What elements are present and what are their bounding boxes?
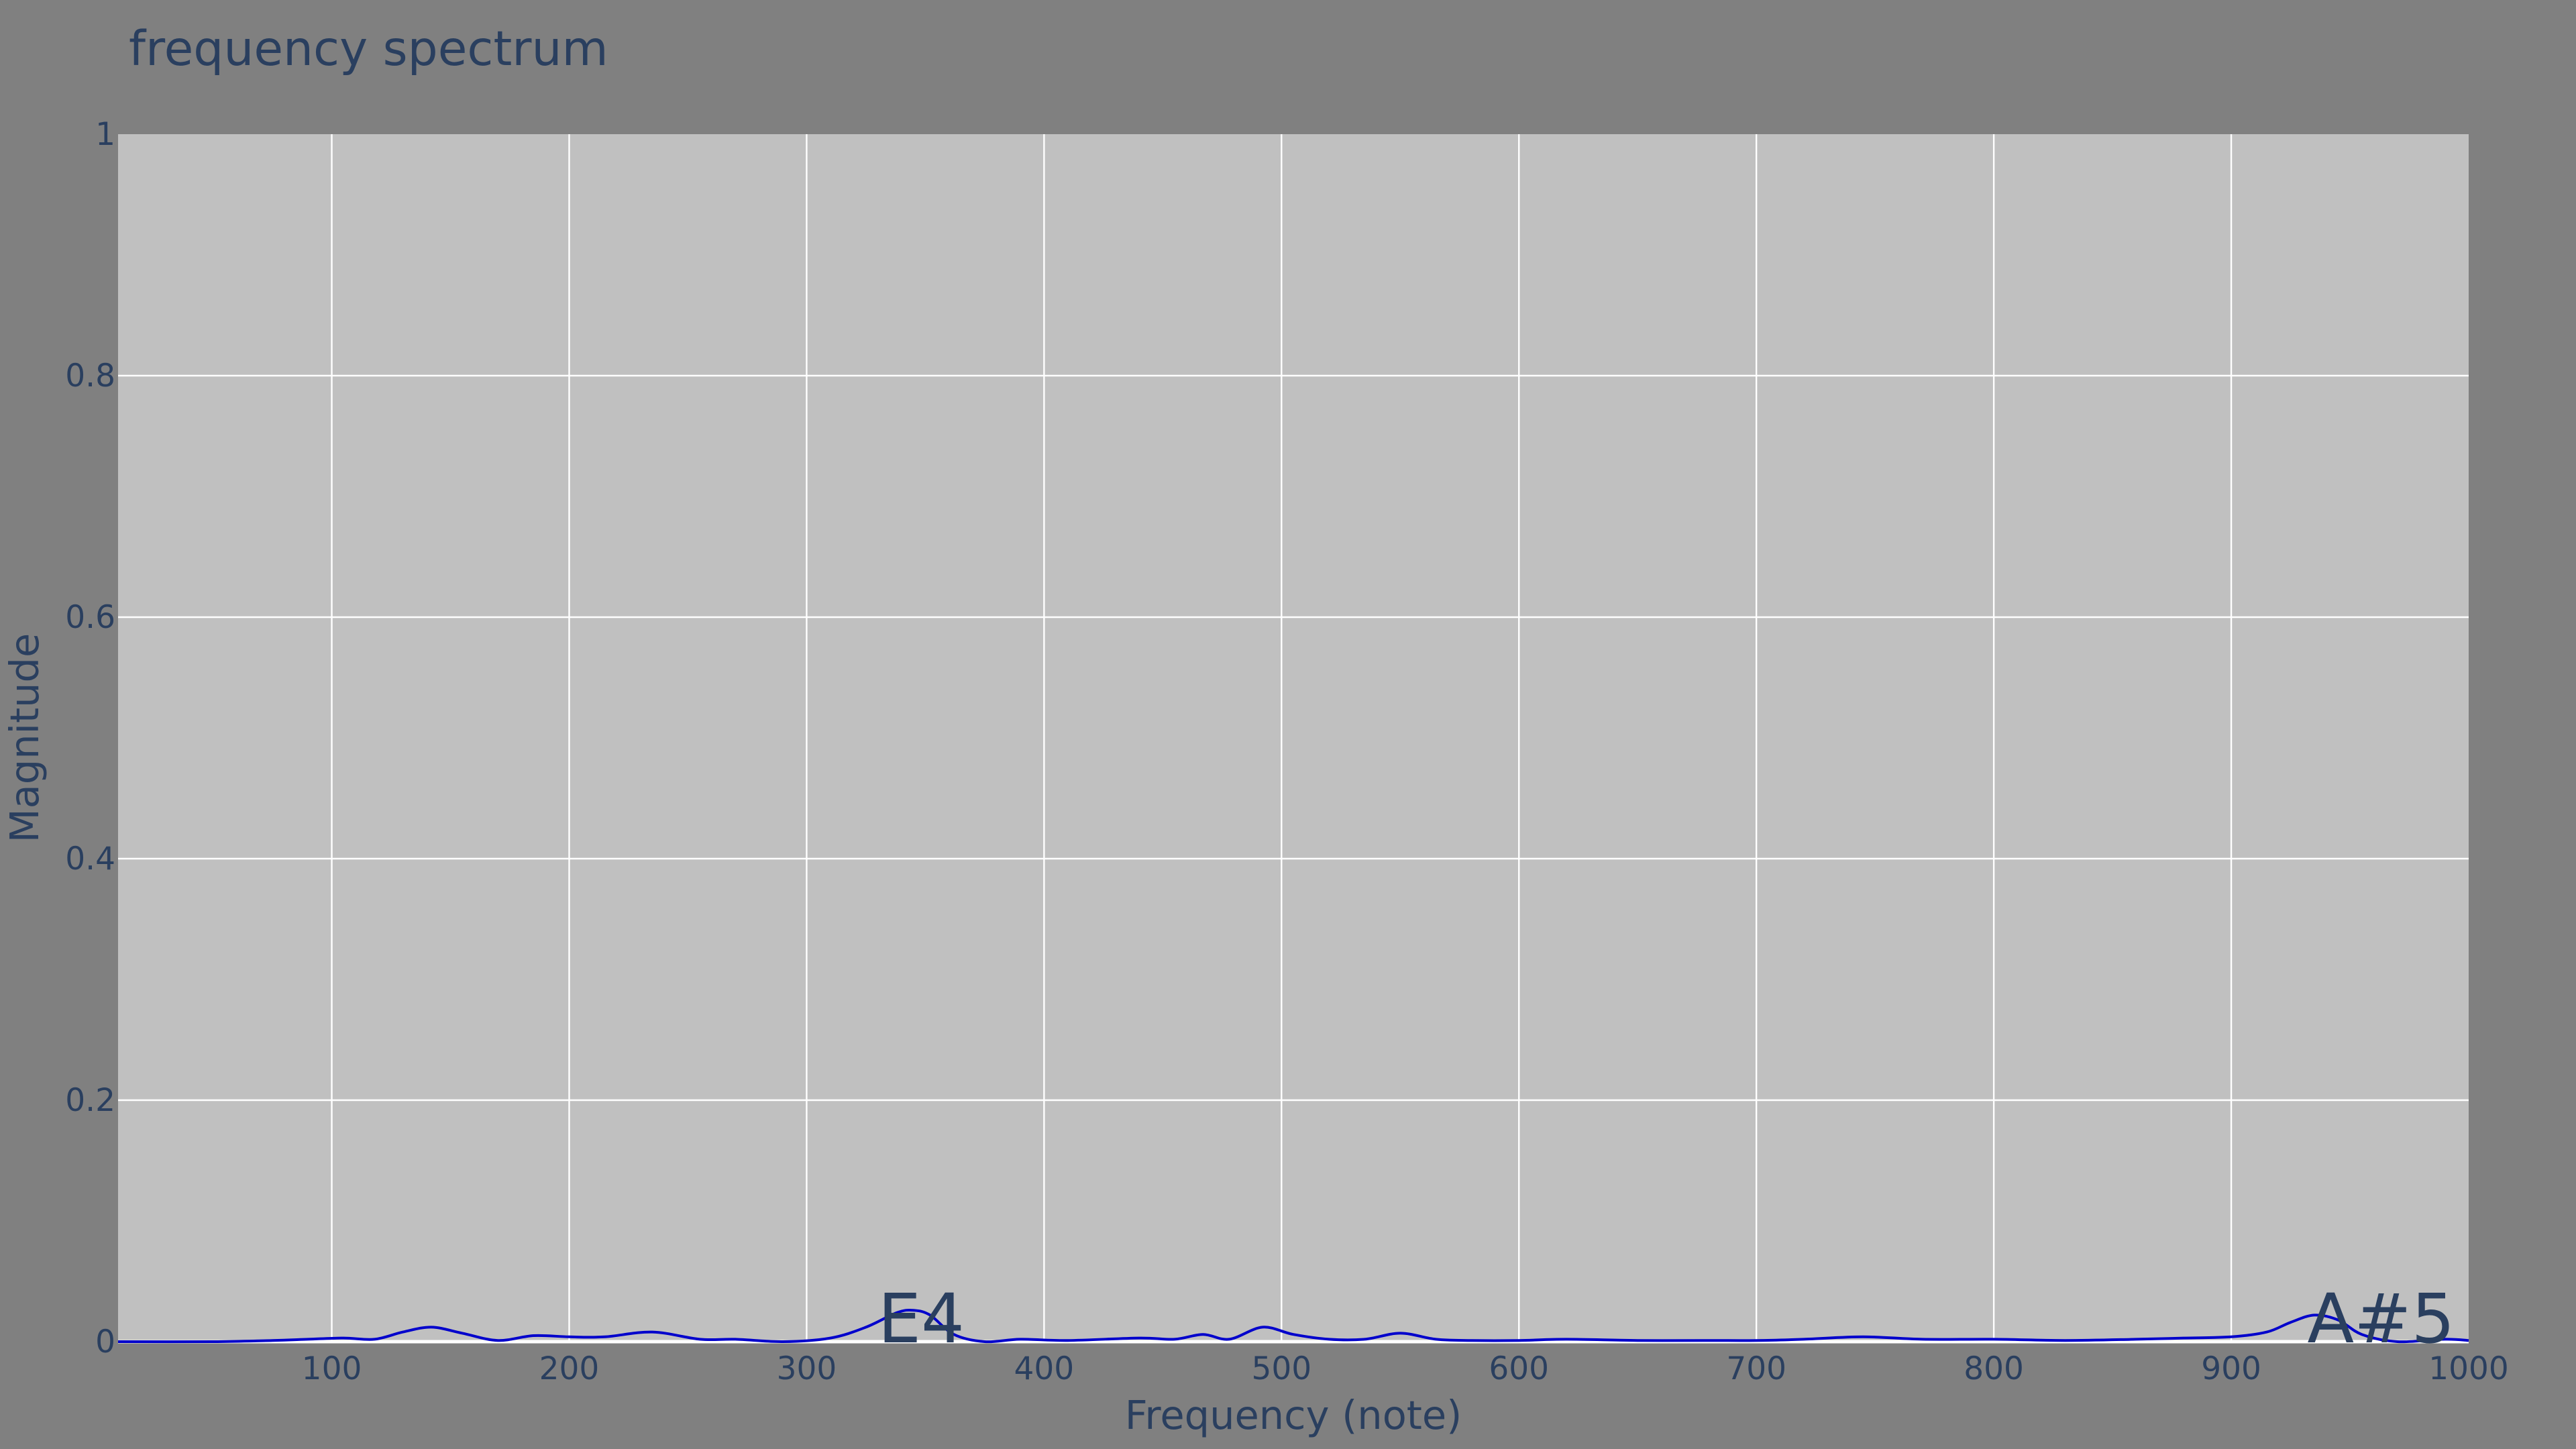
x-tick-label: 400 xyxy=(1014,1350,1075,1387)
x-tick-label: 500 xyxy=(1251,1350,1311,1387)
x-tick-label: 200 xyxy=(539,1350,600,1387)
x-tick-label: 800 xyxy=(1964,1350,2024,1387)
y-tick-label: 0.8 xyxy=(65,358,115,394)
y-tick-label: 0 xyxy=(95,1324,115,1360)
note-label: A#5 xyxy=(2307,1279,2455,1359)
y-tick-label: 0.4 xyxy=(65,841,115,877)
plot-area xyxy=(118,134,2469,1342)
y-tick-label: 1 xyxy=(95,116,115,153)
x-tick-label: 1000 xyxy=(2428,1350,2509,1387)
note-label: E4 xyxy=(878,1279,965,1359)
y-tick-label: 0.6 xyxy=(65,599,115,636)
x-tick-label: 100 xyxy=(302,1350,362,1387)
spectrum-line xyxy=(117,1308,2469,1344)
x-axis-ticks: 100 200 300 400 500 600 700 800 900 1000 xyxy=(302,1350,2509,1387)
series-layer xyxy=(117,1308,2469,1344)
chart-title: frequency spectrum xyxy=(129,21,608,76)
y-axis-ticks: 0 0.2 0.4 0.6 0.8 1 xyxy=(65,116,115,1360)
x-tick-label: 600 xyxy=(1489,1350,1549,1387)
x-tick-label: 700 xyxy=(1726,1350,1786,1387)
y-axis-label: Magnitude xyxy=(1,633,48,843)
x-axis-label: Frequency (note) xyxy=(1125,1392,1462,1438)
annotations: E4 A#5 xyxy=(878,1279,2455,1359)
x-tick-label: 900 xyxy=(2201,1350,2261,1387)
y-tick-label: 0.2 xyxy=(65,1082,115,1119)
x-tick-label: 300 xyxy=(777,1350,837,1387)
